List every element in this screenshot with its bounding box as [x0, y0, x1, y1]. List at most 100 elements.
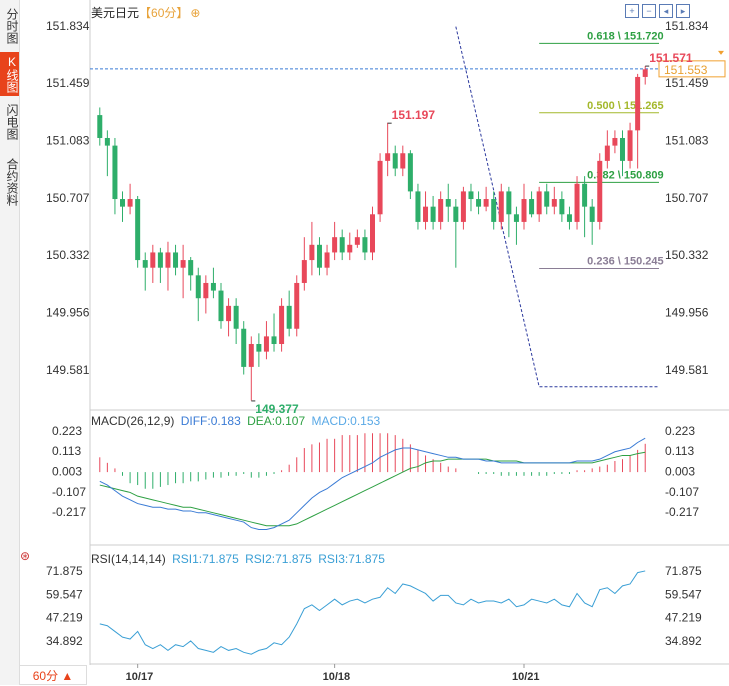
chart-header: 美元日元【60分】 ⊕: [91, 4, 200, 21]
rsi-tick-right: 34.892: [665, 634, 702, 648]
macd-tick-right: 0.223: [665, 424, 695, 438]
rsi-line: [99, 570, 646, 655]
candle-body: [445, 199, 451, 207]
candle-body: [286, 305, 292, 329]
candle-body: [210, 282, 216, 291]
candle-body: [453, 206, 459, 222]
candle-body: [347, 244, 353, 253]
candle-body: [339, 237, 345, 253]
candle-body: [521, 199, 527, 222]
price-tick-left: 150.707: [46, 191, 90, 205]
rsi-tick-left: 59.547: [46, 587, 83, 601]
candle-body: [370, 214, 375, 253]
candle-body: [642, 69, 648, 77]
fib-level-label: 0.618 \ 151.720: [587, 30, 663, 42]
macd-tick-left: -0.217: [52, 505, 86, 519]
candle-body: [316, 244, 322, 268]
candle-body: [559, 199, 565, 215]
macd-legend: MACD(26,12,9) DIFF:0.183 DEA:0.107 MACD:…: [91, 414, 380, 428]
candle-body: [529, 199, 535, 215]
candle-body: [256, 344, 262, 352]
prev-icon[interactable]: ◂: [659, 4, 673, 18]
candle-body: [498, 191, 504, 222]
price-tick-left: 149.581: [46, 363, 90, 377]
candle-body: [332, 237, 338, 253]
price-tick-right: 151.459: [665, 76, 709, 90]
macd-tick-left: -0.107: [52, 485, 86, 499]
macd-macd-label: MACD:0.153: [311, 414, 381, 428]
price-tick-right: 150.707: [665, 191, 709, 205]
macd-tick-right: -0.107: [665, 485, 699, 499]
chart-toolbar: + − ◂ ▸: [625, 1, 693, 19]
candle-body: [309, 244, 315, 261]
candle-body: [195, 275, 201, 299]
candle-body: [248, 344, 254, 367]
candle-body: [597, 160, 603, 222]
candle-body: [188, 260, 194, 276]
rsi-tick-left: 47.219: [46, 611, 83, 625]
candle-body: [203, 282, 209, 299]
candle-body: [589, 206, 595, 222]
rsi2-label: RSI2:71.875: [245, 552, 312, 566]
tab-contract-info[interactable]: 合约资料: [5, 158, 19, 206]
macd-tick-right: 0.003: [665, 465, 695, 479]
price-annotation: 151.197: [392, 108, 436, 122]
candle-body: [468, 191, 474, 200]
price-tick-right: 151.834: [665, 19, 709, 33]
candle-body: [271, 336, 277, 345]
settings-icon[interactable]: ⊛: [20, 549, 31, 563]
rsi-title: RSI(14,14,14): [91, 552, 166, 566]
candle-body: [460, 191, 466, 222]
candle-body: [551, 199, 557, 207]
candle-body: [513, 214, 519, 222]
candle-body: [165, 252, 171, 268]
macd-title: MACD(26,12,9): [91, 414, 175, 428]
symbol-label: 美元日元: [91, 6, 140, 20]
candle-body: [180, 260, 186, 268]
candle-body: [301, 260, 307, 283]
x-label: 10/18: [323, 671, 351, 683]
rsi-tick-right: 71.875: [665, 564, 702, 578]
rsi-tick-right: 59.547: [665, 587, 702, 601]
period-select-button[interactable]: 60分 ▲: [19, 665, 87, 685]
candle-body: [377, 160, 383, 215]
candle-body: [241, 328, 247, 367]
fib-level-label: 0.500 \ 151.265: [587, 100, 663, 112]
price-tick-left: 151.083: [46, 134, 90, 148]
candle-body: [415, 191, 421, 222]
candle-body: [127, 199, 133, 207]
sidebar: [0, 0, 20, 685]
period-label[interactable]: 【60分】: [139, 6, 189, 20]
rsi3-label: RSI3:71.875: [318, 552, 385, 566]
candle-body: [263, 336, 269, 352]
candle-body: [544, 191, 550, 207]
candle-body: [476, 199, 482, 207]
price-tick-left: 150.332: [46, 248, 90, 262]
candle-body: [491, 199, 497, 222]
candle-body: [582, 183, 588, 207]
current-price-arrow: [718, 50, 724, 55]
tab-flash-chart[interactable]: 闪电图: [5, 104, 19, 140]
zoom-out-icon[interactable]: −: [642, 4, 656, 18]
candle-body: [150, 252, 156, 268]
add-indicator-icon[interactable]: ⊕: [190, 6, 201, 20]
current-price-box: [658, 60, 726, 78]
next-icon[interactable]: ▸: [676, 4, 690, 18]
candle-body: [157, 252, 163, 268]
candle-body: [226, 305, 232, 322]
tab-timeshare[interactable]: 分时图: [5, 8, 19, 44]
candle-body: [635, 76, 641, 131]
zoom-in-icon[interactable]: +: [625, 4, 639, 18]
price-tick-left: 149.956: [46, 306, 90, 320]
macd-tick-right: 0.113: [665, 444, 694, 458]
candle-body: [566, 214, 572, 222]
candle-body: [279, 305, 285, 345]
tab-kline[interactable]: K线图: [0, 52, 19, 96]
candle-body: [324, 252, 330, 268]
candle-body: [112, 145, 118, 200]
candle-body: [120, 199, 126, 207]
candle-body: [423, 206, 429, 222]
macd-tick-left: 0.003: [52, 465, 82, 479]
price-annotation: 149.377: [255, 402, 299, 416]
